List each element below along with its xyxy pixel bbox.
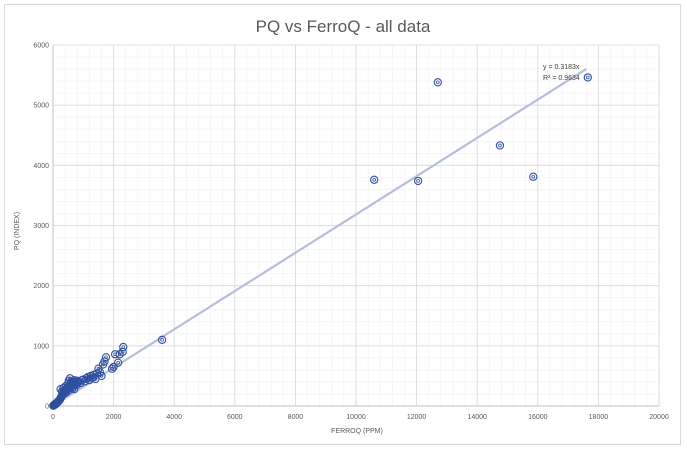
data-point-inner xyxy=(111,365,116,369)
data-point-inner xyxy=(70,381,75,385)
y-tick-label: 6000 xyxy=(33,43,49,50)
x-tick-label: 8000 xyxy=(288,414,304,421)
data-point-inner xyxy=(104,355,108,360)
x-tick-label: 2000 xyxy=(106,414,122,421)
x-tick-label: 18000 xyxy=(589,414,609,421)
chart-frame: PQ vs FerroQ - all data 0 2000 4000 6000 800… xyxy=(4,4,681,445)
data-point-inner xyxy=(99,374,104,378)
y-tick-label: 3000 xyxy=(33,223,49,230)
data-point-inner xyxy=(93,377,98,381)
data-point xyxy=(583,73,592,82)
data-point-inner xyxy=(72,378,77,382)
trendline-equation: y = 0.3183x xyxy=(543,64,580,71)
axes xyxy=(52,45,659,407)
data-point-inner xyxy=(436,80,440,85)
data-point-inner xyxy=(372,177,376,182)
y-tick-label: 0 xyxy=(45,404,49,411)
data-point-inner xyxy=(160,338,164,342)
data-point-inner xyxy=(101,362,105,367)
gridlines xyxy=(52,44,660,407)
x-tick-label: 6000 xyxy=(227,414,243,421)
y-tick-label: 5000 xyxy=(33,103,49,110)
x-tick-label: 0 xyxy=(51,414,55,421)
x-tick-label: 10000 xyxy=(346,414,366,421)
data-point xyxy=(370,175,379,184)
scatter-chart: PQ vs FerroQ - all data 0 2000 4000 6000 800… xyxy=(14,17,669,435)
x-tick-label: 20000 xyxy=(649,414,669,421)
data-point xyxy=(113,358,123,367)
y-tick-label: 1000 xyxy=(33,343,49,350)
data-point-inner xyxy=(121,345,126,349)
data-point xyxy=(433,78,442,87)
tick-labels: 0 2000 4000 6000 8000 10000 12000 14000 16000 180… xyxy=(33,43,668,422)
data-point xyxy=(110,350,120,359)
x-axis-label: FERROQ (PPM) xyxy=(331,428,383,435)
x-tick-label: 12000 xyxy=(407,414,427,421)
x-tick-label: 14000 xyxy=(467,414,487,421)
y-tick-label: 4000 xyxy=(33,163,49,170)
data-point-inner xyxy=(416,179,420,183)
trendline xyxy=(52,68,587,407)
data-point xyxy=(107,364,117,373)
data-point xyxy=(109,362,118,372)
data-point xyxy=(97,371,106,381)
data-point xyxy=(413,176,423,186)
data-point-inner xyxy=(498,143,502,148)
y-tick-label: 2000 xyxy=(33,283,49,290)
x-tick-label: 16000 xyxy=(528,414,548,421)
data-point-inner xyxy=(116,360,120,365)
trendline-group xyxy=(52,68,587,407)
data-point xyxy=(495,141,505,150)
chart-title: PQ vs FerroQ - all data xyxy=(256,17,431,36)
data-point xyxy=(529,172,538,181)
data-point xyxy=(70,375,79,385)
data-point-inner xyxy=(531,174,536,179)
data-points xyxy=(49,73,592,410)
x-tick-label: 4000 xyxy=(166,414,182,421)
y-axis-label: PQ (INDEX) xyxy=(14,212,21,250)
trendline-r-squared: R² = 0.9634 xyxy=(543,75,580,82)
data-point xyxy=(101,353,111,362)
data-point-inner xyxy=(585,75,590,80)
data-point xyxy=(119,342,128,352)
data-point xyxy=(157,335,167,344)
